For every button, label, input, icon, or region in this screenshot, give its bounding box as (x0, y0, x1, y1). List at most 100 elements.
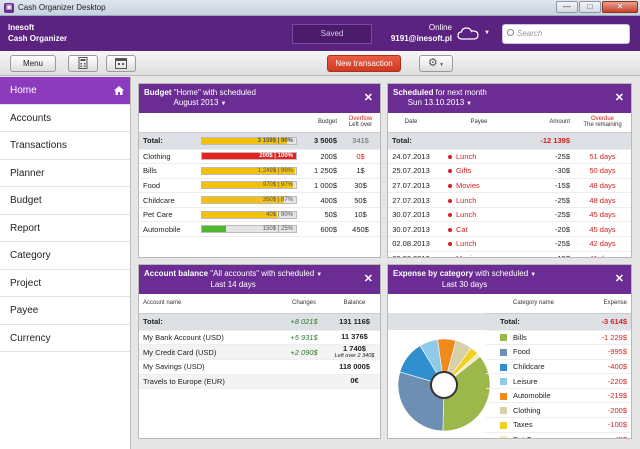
chevron-down-icon[interactable]: ▼ (220, 101, 227, 107)
total-label: Total: (388, 132, 434, 150)
budget-leftover: 30$ (341, 178, 380, 194)
table-row[interactable]: Automobile 150$ | 25% 600$ 450$ (139, 221, 380, 238)
table-row[interactable]: Taxes -100$ (486, 417, 631, 433)
table-row[interactable]: My Bank Account (USD) +5 931$ 11 376$ (139, 330, 380, 346)
expense-title: Expense by category (393, 269, 474, 278)
table-row[interactable]: Food 970$ | 97% 1 000$ 30$ (139, 178, 380, 194)
expense-period: Last 30 days (441, 280, 488, 289)
chevron-down-icon[interactable]: ▼ (484, 30, 490, 36)
table-row[interactable]: My Credit Card (USD) +2 090$ 1 740$ Left ov… (139, 344, 380, 361)
sidebar-item-report[interactable]: Report (0, 215, 130, 242)
settings-button[interactable]: ⚙ ▼ (419, 55, 453, 72)
new-transaction-button[interactable]: New transaction (327, 55, 401, 72)
budget-progress-bar: 1 249$ | 99% (201, 166, 297, 175)
expense-amount: -400$ (581, 359, 631, 375)
table-row[interactable]: Food -995$ (486, 344, 631, 360)
budget-leftover: 450$ (341, 221, 380, 238)
budget-progress-label: 1 249$ | 99% (257, 167, 293, 174)
table-row[interactable]: Total: +8 021$ 131 116$ (139, 313, 380, 331)
account-email: 9191@inesoft.pl (390, 34, 452, 43)
budget-progress-fill (202, 197, 284, 204)
table-row[interactable]: Total: -3 614$ (486, 313, 631, 331)
column-header: Budget (301, 113, 341, 133)
table-row[interactable]: Childcare -400$ (486, 359, 631, 375)
budget-amount: 3 500$ (301, 132, 341, 150)
sidebar-item-home[interactable]: Home (0, 77, 130, 105)
scheduled-payee: Cat (456, 224, 468, 234)
sidebar-item-transactions[interactable]: Transactions (0, 132, 130, 160)
table-row[interactable]: Travels to Europe (EUR) 0€ (139, 374, 380, 390)
table-row[interactable]: Total: -12 139$ (388, 132, 631, 150)
sidebar-item-category[interactable]: Category (0, 242, 130, 270)
budget-panel-header[interactable]: Budget "Home" with scheduled August 2013… (139, 84, 380, 113)
table-row[interactable]: Clothing 200$ | 100% 200$ 0$ (139, 149, 380, 165)
close-icon[interactable]: ✕ (363, 273, 373, 285)
expense-category: Pet Care (513, 435, 543, 438)
table-row[interactable]: Bills -1 229$ (486, 330, 631, 346)
table-row[interactable]: 27.07.2013 Movies -15$ 48 days (388, 178, 631, 194)
search-input[interactable]: Search (502, 24, 630, 44)
sidebar-item-payee[interactable]: Payee (0, 297, 130, 325)
sidebar-item-project[interactable]: Project (0, 270, 130, 297)
account-status[interactable]: Online 9191@inesoft.pl (380, 22, 452, 44)
budget-progress-label: 970$ | 97% (262, 182, 293, 189)
table-row[interactable]: 02.08.2013 Lunch -25$ 42 days (388, 236, 631, 252)
sidebar-item-planner[interactable]: Planner (0, 160, 130, 187)
table-row[interactable]: 30.07.2013 Cat -20$ 45 days (388, 221, 631, 238)
table-row[interactable]: Bills 1 249$ | 99% 1 250$ 1$ (139, 163, 380, 179)
chevron-down-icon[interactable]: ▼ (316, 272, 323, 278)
balance-period: Last 14 days (210, 280, 256, 289)
budget-category: Bills (139, 163, 201, 179)
scheduled-panel-header[interactable]: Scheduled for next month Sun 13.10.2013 ▼… (388, 84, 631, 113)
scheduled-title-rest: for next month (433, 88, 487, 97)
table-row[interactable]: Pet Care -45$ (486, 432, 631, 438)
close-icon[interactable]: ✕ (614, 92, 624, 104)
expense-panel-header[interactable]: Expense by category with scheduled ▼ Last… (388, 265, 631, 294)
chevron-down-icon[interactable]: ▼ (530, 272, 537, 278)
table-row[interactable]: Pet Care 40$ | 80% 50$ 10$ (139, 207, 380, 223)
maximize-button[interactable]: □ (579, 1, 601, 13)
close-icon[interactable]: ✕ (614, 273, 624, 285)
saved-status-button[interactable]: Saved (292, 24, 372, 44)
expense-amount: -1 229$ (581, 330, 631, 346)
close-icon[interactable]: ✕ (363, 92, 373, 104)
table-row[interactable]: Childcare 350$ | 87% 400$ 50$ (139, 192, 380, 208)
table-row[interactable]: 27.07.2013 Lunch -25$ 48 days (388, 192, 631, 208)
scheduled-amount: -25$ (524, 149, 574, 165)
budget-progress-fill (202, 182, 294, 189)
account-name: Travels to Europe (EUR) (139, 374, 279, 390)
table-row[interactable]: My Savings (USD) 118 000$ (139, 359, 380, 375)
table-row[interactable]: Automobile -219$ (486, 388, 631, 404)
close-window-button[interactable]: ✕ (602, 1, 638, 13)
cloud-sync-icon[interactable] (457, 26, 479, 40)
menu-button[interactable]: Menu (10, 55, 56, 72)
table-row[interactable]: 03.08.2013 Movies -15$41 days (388, 251, 631, 257)
account-balance: 11 376$ (341, 332, 368, 342)
sidebar: Home Accounts Transactions Planner Budge… (0, 77, 131, 449)
account-note: Left over 2 340$ (334, 353, 375, 360)
table-row[interactable]: 24.07.2013 Lunch -25$ 51 days (388, 149, 631, 165)
minimize-button[interactable]: — (556, 1, 578, 13)
chevron-down-icon[interactable]: ▼ (466, 101, 473, 107)
calendar-button[interactable] (106, 55, 136, 72)
table-row[interactable]: Total: 3 159$ | 90% 3 500$ 341$ (139, 132, 380, 150)
budget-progress-fill (202, 167, 296, 174)
table-row[interactable]: Clothing -200$ (486, 402, 631, 419)
sidebar-item-budget[interactable]: Budget (0, 187, 130, 215)
budget-category: Automobile (139, 221, 201, 238)
sidebar-item-accounts[interactable]: Accounts (0, 105, 130, 132)
gear-icon: ⚙ (427, 57, 438, 69)
sidebar-item-currency[interactable]: Currency (0, 325, 130, 352)
table-row[interactable]: 25.07.2013 Gifts -30$ 50 days (388, 163, 631, 179)
legend-swatch (500, 334, 507, 342)
calculator-button[interactable] (68, 55, 98, 72)
scheduled-amount: -30$ (524, 163, 574, 179)
window-title: Cash Organizer Desktop (18, 3, 106, 12)
legend-swatch (500, 363, 507, 371)
budget-leftover: 50$ (341, 192, 380, 208)
table-row[interactable]: 30.07.2013 Lunch -25$ 45 days (388, 207, 631, 223)
table-row[interactable]: Leisure -220$ (486, 373, 631, 389)
window-titlebar: ▣ Cash Organizer Desktop — □ ✕ (0, 0, 640, 16)
balance-panel-header[interactable]: Account balance "All accounts" with sche… (139, 265, 380, 294)
column-header: Overdue (590, 116, 614, 123)
